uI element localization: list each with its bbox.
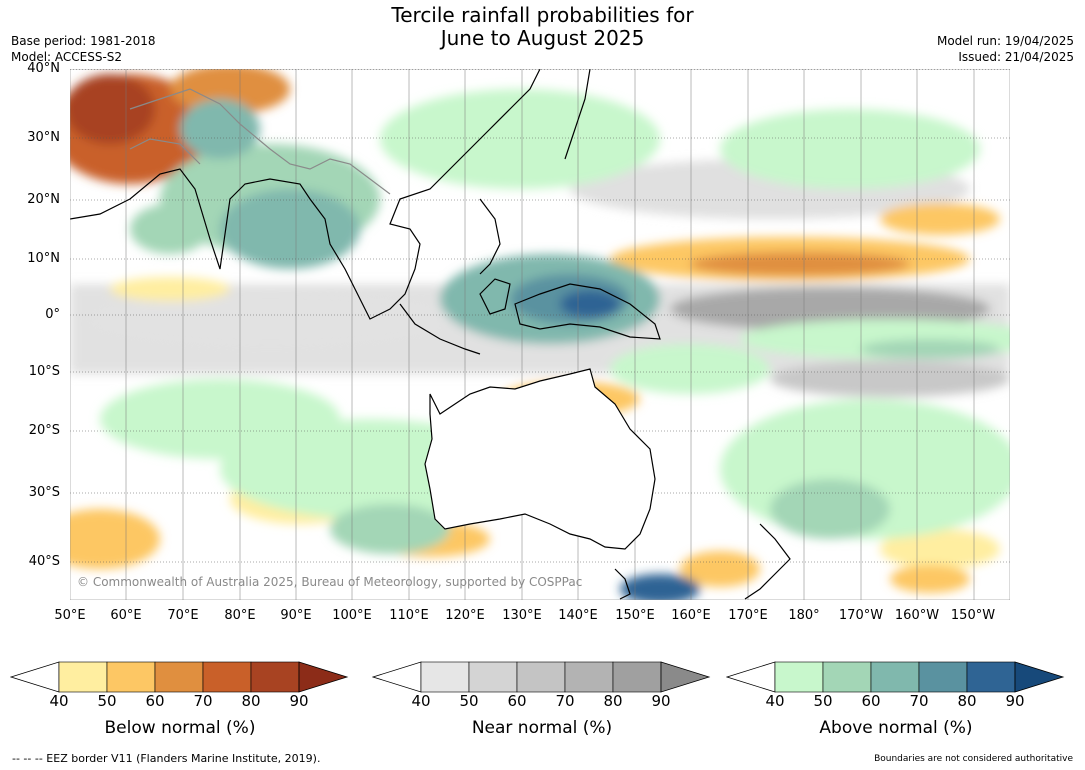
colorbar-above-normal: 40 50 60 70 80 90 Above normal (%) (725, 660, 1066, 755)
model-run-date: Model run: 19/04/2025 (936, 34, 1074, 48)
colorbar-segment (202, 661, 252, 693)
colorbar-below-tick-90: 90 (289, 692, 309, 710)
lat-label-40s: 40°S (28, 554, 60, 569)
eez-border-note: -- -- -- EEZ border V11 (Flanders Marine… (12, 752, 321, 765)
colorbar-above-tick-50: 50 (813, 692, 833, 710)
colorbar-near-normal-scale (371, 661, 711, 693)
colorbar-below-tick-80: 80 (241, 692, 261, 710)
lat-label-0: 0° (45, 307, 60, 322)
lon-label-120e: 120°E (445, 608, 485, 623)
run-info: Model run: 19/04/2025 Issued: 21/04/2025 (937, 33, 1074, 65)
lat-label-30n: 30°N (27, 130, 60, 145)
colorbar-segment (58, 661, 108, 693)
colorbar-segment (154, 661, 204, 693)
colorbar-near-tick-60: 60 (507, 692, 527, 710)
colorbar-below-title: Below normal (%) (104, 718, 256, 738)
colorbar-extend-high (660, 661, 711, 693)
colorbar-segment (870, 661, 920, 693)
base-period: Base period: 1981-2018 (11, 34, 156, 48)
colorbar-above-tick-40: 40 (765, 692, 785, 710)
colorbar-extend-low (9, 661, 60, 693)
lat-label-10s: 10°S (28, 364, 60, 379)
lon-label-160e: 160°E (671, 608, 711, 623)
colorbar-below-normal: 40 50 60 70 80 90 Below normal (%) (9, 660, 350, 755)
colorbar-segment (468, 661, 518, 693)
colorbar-above-tick-90: 90 (1005, 692, 1025, 710)
lon-label-80e: 80°E (224, 608, 256, 623)
colorbar-below-tick-50: 50 (97, 692, 117, 710)
lon-label-180: 180° (788, 608, 820, 623)
colorbar-near-tick-70: 70 (555, 692, 575, 710)
lon-label-160w: 160°W (894, 608, 940, 623)
colorbar-segment (774, 661, 824, 693)
lon-label-70e: 70°E (167, 608, 199, 623)
title-line-1: Tercile rainfall probabilities for (391, 3, 694, 27)
lon-label-100e: 100°E (332, 608, 372, 623)
colorbar-segment (106, 661, 156, 693)
coastlines (70, 69, 791, 600)
lon-label-50e: 50°E (54, 608, 86, 623)
colorbar-near-tick-40: 40 (411, 692, 431, 710)
base-info: Base period: 1981-2018 Model: ACCESS-S2 (11, 33, 156, 65)
model-name: Model: ACCESS-S2 (11, 50, 123, 64)
colorbar-above-tick-80: 80 (957, 692, 977, 710)
colorbar-below-normal-scale (9, 661, 349, 693)
colorbar-above-tick-60: 60 (861, 692, 881, 710)
colorbar-above-normal-scale (725, 661, 1065, 693)
colorbar-near-tick-80: 80 (603, 692, 623, 710)
colorbar-above-tick-70: 70 (909, 692, 929, 710)
colorbar-segment (966, 661, 1016, 693)
graticule (70, 69, 1010, 563)
colorbar-extend-low (725, 661, 776, 693)
lat-label-40n: 40°N (27, 61, 60, 76)
country-borders (129, 88, 391, 195)
lon-label-150w: 150°W (950, 608, 996, 623)
colorbar-below-tick-60: 60 (145, 692, 165, 710)
colorbar-segment (516, 661, 566, 693)
colorbar-extend-high (1014, 661, 1065, 693)
colorbar-segment (612, 661, 662, 693)
colorbar-near-tick-50: 50 (459, 692, 479, 710)
lon-label-140e: 140°E (558, 608, 598, 623)
lat-label-20n: 20°N (27, 192, 60, 207)
lat-label-20s: 20°S (28, 423, 60, 438)
lat-label-30s: 30°S (28, 485, 60, 500)
lon-label-130e: 130°E (502, 608, 542, 623)
colorbar-near-title: Near normal (%) (471, 718, 613, 738)
colorbar-above-title: Above normal (%) (819, 718, 973, 738)
lon-label-110e: 110°E (389, 608, 429, 623)
colorbar-extend-low (371, 661, 422, 693)
colorbar-below-tick-40: 40 (49, 692, 69, 710)
map-title: Tercile rainfall probabilities for June … (0, 4, 1085, 50)
colorbar-segment (250, 661, 300, 693)
issued-date: Issued: 21/04/2025 (958, 50, 1074, 64)
copyright-notice: © Commonwealth of Australia 2025, Bureau… (77, 575, 583, 589)
colorbar-segment (918, 661, 968, 693)
rainfall-map (70, 69, 1010, 600)
colorbar-segment (822, 661, 872, 693)
colorbar-below-tick-70: 70 (193, 692, 213, 710)
lon-label-170e: 170°E (728, 608, 768, 623)
lat-label-10n: 10°N (27, 251, 60, 266)
colorbar-extend-high (298, 661, 349, 693)
title-line-2: June to August 2025 (440, 26, 645, 50)
boundaries-disclaimer: Boundaries are not considered authoritat… (874, 754, 1073, 764)
colorbar-near-normal: 40 50 60 70 80 90 Near normal (%) (371, 660, 712, 755)
colorbar-near-tick-90: 90 (651, 692, 671, 710)
lon-label-60e: 60°E (110, 608, 142, 623)
colorbar-segment (420, 661, 470, 693)
lon-label-150e: 150°E (615, 608, 655, 623)
lon-label-90e: 90°E (280, 608, 312, 623)
lon-label-170w: 170°W (838, 608, 884, 623)
probability-field (70, 69, 1010, 600)
colorbar-segment (564, 661, 614, 693)
